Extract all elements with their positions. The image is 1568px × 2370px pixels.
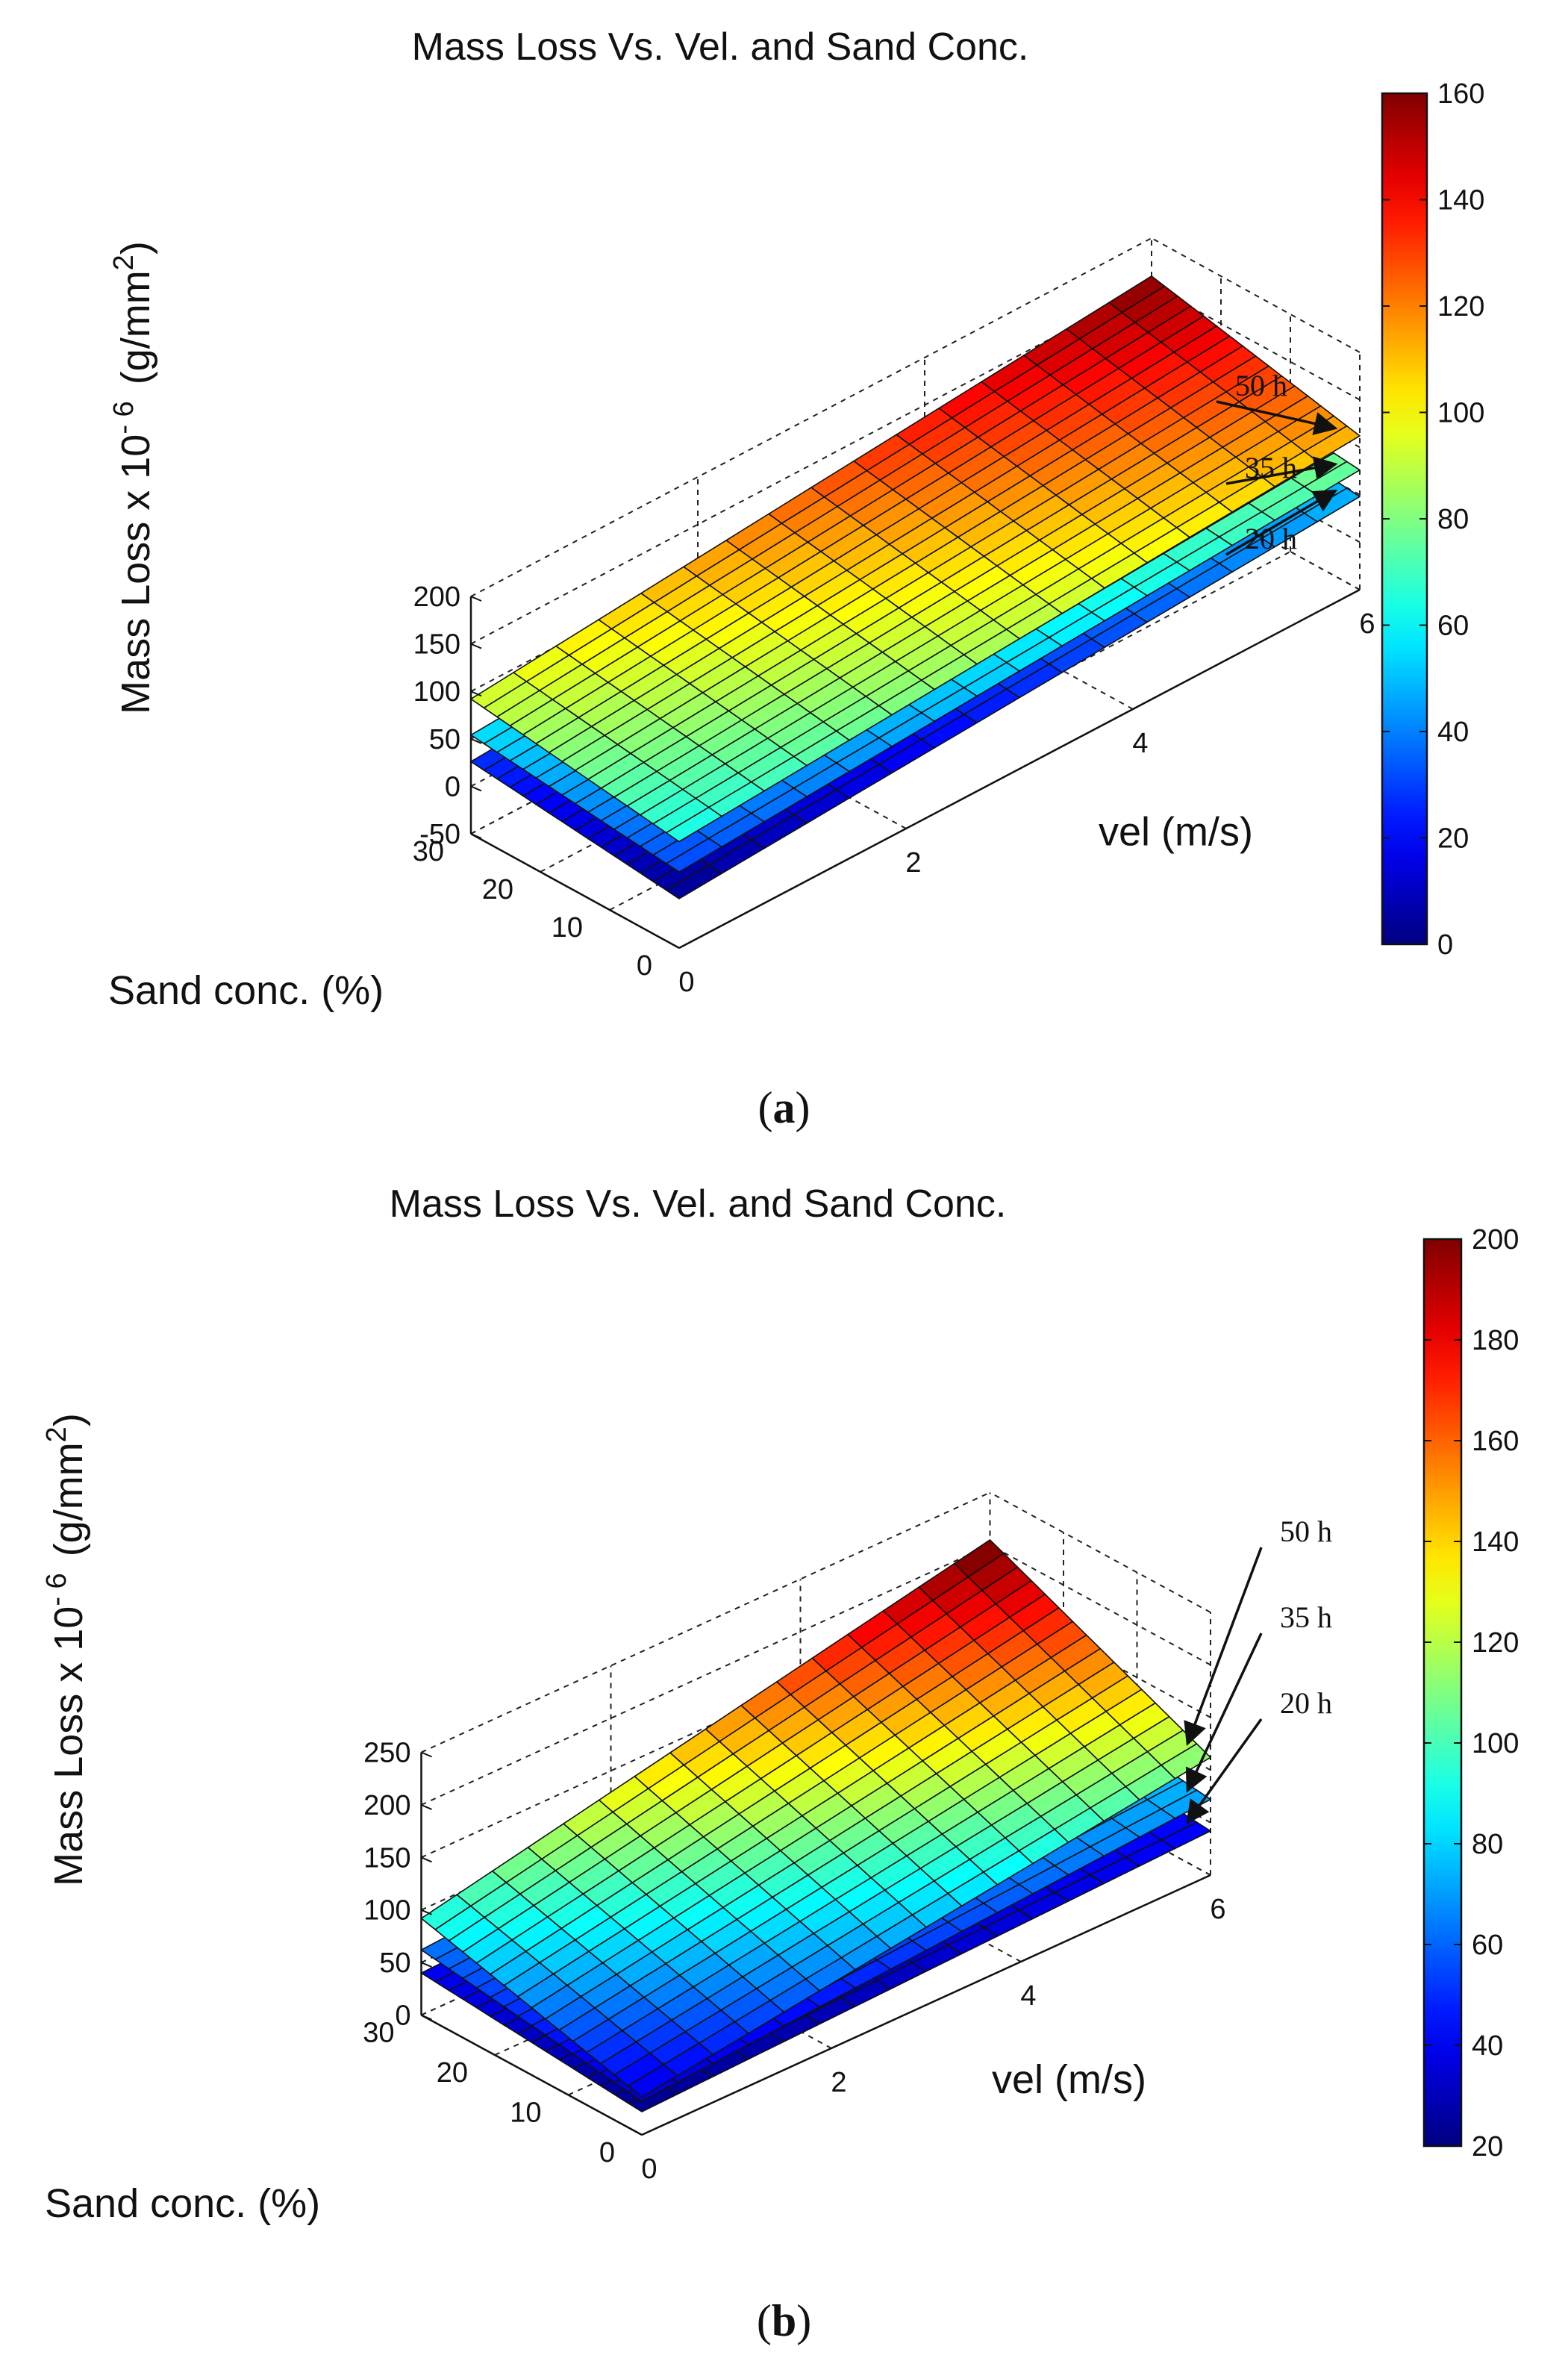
caption-b: (b) <box>0 2295 1568 2347</box>
annotation-label: 20 h <box>1280 1686 1332 1720</box>
z-axis-label: Mass Loss x 10- 6(g/mm2) <box>41 1413 91 1886</box>
y-axis-label: Sand conc. (%) <box>108 968 384 1013</box>
chart-title: Mass Loss Vs. Vel. and Sand Conc. <box>390 1182 1007 1226</box>
colorbar-tick-label: 60 <box>1437 611 1469 642</box>
colorbar-tick-label: 120 <box>1472 1627 1519 1659</box>
surface-cell <box>470 672 528 709</box>
colorbar-tick-label: 80 <box>1437 504 1469 535</box>
x-tick-label: 0 <box>678 967 694 998</box>
x-axis-label: vel (m/s) <box>1099 809 1253 854</box>
colorbar-tick-label: 140 <box>1472 1527 1519 1558</box>
z-tick-label: 200 <box>413 581 460 613</box>
z-tick-label: 200 <box>363 1790 410 1821</box>
caption-b-open: ( <box>756 2296 772 2345</box>
z-axis-label: Mass Loss x 10- 6(g/mm2) <box>108 241 158 714</box>
z-tick-label: 0 <box>395 2001 410 2032</box>
x-axis-line <box>678 588 1361 949</box>
grid-line <box>1151 284 1361 401</box>
caption-a: (a) <box>0 1082 1568 1134</box>
chart-panel-b: Mass Loss Vs. Vel. and Sand Conc.0501001… <box>41 1182 1519 2226</box>
colorbar-tick-label: 60 <box>1472 1930 1503 1961</box>
colorbar-tick-label: 0 <box>1437 929 1453 961</box>
chart-panel-a: Mass Loss Vs. Vel. and Sand Conc. -50 0 50 1… <box>108 25 1484 1013</box>
colorbar-tick-label: 20 <box>1437 823 1469 855</box>
caption-a-label: a <box>772 1083 796 1132</box>
x-tick-label: 6 <box>1210 1894 1225 1925</box>
y-tick-label: 30 <box>413 836 444 867</box>
annotation-arrow <box>1186 1718 1263 1824</box>
surface-50h <box>470 275 1361 843</box>
y-tick-label: 20 <box>482 874 513 905</box>
colorbar-tick-label: 200 <box>1472 1224 1519 1256</box>
y-tick-label: 0 <box>637 950 652 982</box>
colorbar <box>1422 1238 1463 2148</box>
axes <box>420 1752 1211 2136</box>
z-tick-label: 150 <box>413 629 460 661</box>
x-tick-label: 0 <box>641 2154 657 2185</box>
x-tick-label: 4 <box>1132 728 1148 759</box>
surface-cell <box>420 1894 472 1930</box>
x-axis-label: vel (m/s) <box>992 2057 1146 2102</box>
y-tick-label: 30 <box>363 2018 394 2049</box>
annotation-arrow <box>1185 1633 1263 1793</box>
z-tick-label: 100 <box>413 676 460 708</box>
y-tick-label: 20 <box>437 2057 468 2089</box>
annotation-arrow <box>1225 456 1338 485</box>
colorbar-tick-label: 140 <box>1437 185 1484 216</box>
colorbar-tick-label: 100 <box>1472 1728 1519 1759</box>
y-axis-line <box>420 2014 643 2136</box>
y-tick-label: 10 <box>510 2098 541 2129</box>
z-tick-label: 0 <box>445 771 460 802</box>
y-axis-line <box>470 832 680 949</box>
grid-line <box>990 1491 1211 1613</box>
colorbar-tick-label: 160 <box>1472 1426 1519 1457</box>
x-tick-label: 2 <box>905 847 921 879</box>
annotation-label: 20 h <box>1245 522 1297 555</box>
caption-a-close: ) <box>795 1083 810 1132</box>
grid-line <box>470 237 1152 597</box>
annotation-label: 50 h <box>1280 1515 1332 1548</box>
z-tick-label: 50 <box>379 1948 410 1979</box>
z-tick-label: 50 <box>429 724 460 755</box>
colorbar-tick-label: 180 <box>1472 1325 1519 1356</box>
y-tick-label: 10 <box>552 912 583 944</box>
grid-line <box>990 1544 1211 1666</box>
grid-line <box>470 284 1152 645</box>
annotation-label: 35 h <box>1245 451 1297 484</box>
caption-b-close: ) <box>796 2296 812 2345</box>
z-tick-label: 150 <box>363 1842 410 1874</box>
caption-a-open: ( <box>758 1083 773 1132</box>
surfaces <box>470 275 1361 899</box>
annotation-arrow <box>1184 1547 1263 1747</box>
colorbar-tick-label: 160 <box>1437 78 1484 110</box>
colorbar-tick-label: 120 <box>1437 291 1484 322</box>
x-tick-label: 6 <box>1359 608 1375 640</box>
z-tick-label: 100 <box>363 1895 410 1927</box>
grid-line <box>1151 237 1361 353</box>
x-axis-line <box>641 1874 1211 2136</box>
colorbar-tick-label: 80 <box>1472 1829 1503 1860</box>
z-tick-label: 250 <box>363 1738 410 1769</box>
y-tick-label: 0 <box>599 2137 615 2168</box>
annotation-arrow <box>1216 400 1338 435</box>
annotation-label: 35 h <box>1280 1600 1332 1634</box>
colorbar-tick-label: 20 <box>1472 2131 1503 2162</box>
caption-b-label: b <box>771 2296 797 2345</box>
annotation-arrow <box>1225 489 1338 556</box>
x-tick-label: 4 <box>1020 1980 1036 2012</box>
x-tick-label: 2 <box>831 2067 846 2098</box>
chart-title: Mass Loss Vs. Vel. and Sand Conc. <box>412 25 1029 69</box>
colorbar-tick-label: 40 <box>1437 717 1469 748</box>
z-tick-label: -50 <box>419 819 460 850</box>
colorbar-tick-label: 40 <box>1472 2030 1503 2062</box>
surfaces <box>420 1539 1211 2112</box>
axes <box>469 588 1361 949</box>
colorbar-tick-label: 100 <box>1437 398 1484 429</box>
y-axis-label: Sand conc. (%) <box>45 2181 320 2226</box>
annotation-label: 50 h <box>1235 369 1287 402</box>
surface-50h <box>420 1539 1211 2098</box>
